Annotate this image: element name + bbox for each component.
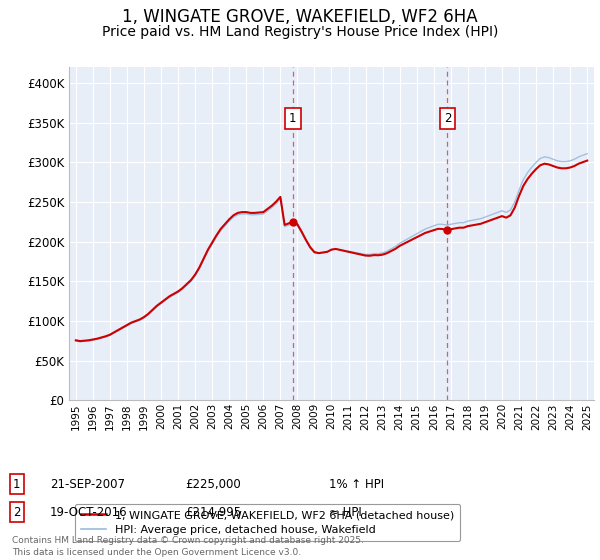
Text: 2: 2 <box>443 112 451 125</box>
Text: £225,000: £225,000 <box>185 478 241 491</box>
Text: 21-SEP-2007: 21-SEP-2007 <box>50 478 125 491</box>
Text: ≈ HPI: ≈ HPI <box>329 506 362 519</box>
Text: 1, WINGATE GROVE, WAKEFIELD, WF2 6HA: 1, WINGATE GROVE, WAKEFIELD, WF2 6HA <box>122 8 478 26</box>
Text: 1% ↑ HPI: 1% ↑ HPI <box>329 478 384 491</box>
Text: £214,995: £214,995 <box>185 506 241 519</box>
Legend: 1, WINGATE GROVE, WAKEFIELD, WF2 6HA (detached house), HPI: Average price, detac: 1, WINGATE GROVE, WAKEFIELD, WF2 6HA (de… <box>74 503 460 542</box>
Text: 1: 1 <box>13 478 20 491</box>
Text: 19-OCT-2016: 19-OCT-2016 <box>50 506 127 519</box>
Text: Contains HM Land Registry data © Crown copyright and database right 2025.
This d: Contains HM Land Registry data © Crown c… <box>12 536 364 557</box>
Text: Price paid vs. HM Land Registry's House Price Index (HPI): Price paid vs. HM Land Registry's House … <box>102 25 498 39</box>
Text: 2: 2 <box>13 506 20 519</box>
Text: 1: 1 <box>289 112 296 125</box>
